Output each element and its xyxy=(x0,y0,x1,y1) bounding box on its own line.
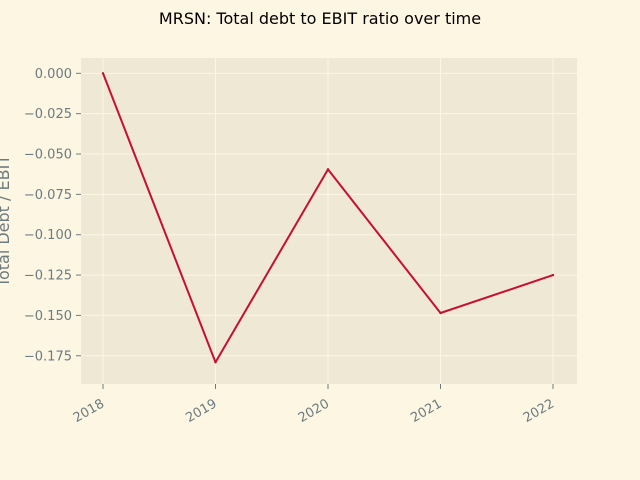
y-tick-label: −0.100 xyxy=(24,228,72,243)
x-tick-label: 2022 xyxy=(521,396,557,426)
x-axis: 2018 2019 2020 2021 2022 xyxy=(71,384,557,426)
chart-title: MRSN: Total debt to EBIT ratio over time xyxy=(159,9,481,28)
y-tick-label: −0.050 xyxy=(24,148,72,163)
plot-area xyxy=(81,58,577,384)
y-tick-label: −0.075 xyxy=(24,188,72,203)
series-group xyxy=(101,72,555,364)
x-tick-label: 2021 xyxy=(408,396,444,426)
grid xyxy=(81,58,577,384)
y-axis-label: Total Debt / EBIT xyxy=(0,155,13,288)
y-tick-label: −0.150 xyxy=(24,309,72,324)
y-tick-label: −0.175 xyxy=(24,349,72,364)
data-point xyxy=(214,361,217,364)
data-point xyxy=(326,168,330,171)
data-point xyxy=(439,311,442,315)
y-tick-label: 0.000 xyxy=(35,67,72,82)
y-tick-label: −0.025 xyxy=(24,107,72,122)
x-tick-label: 2018 xyxy=(71,396,107,426)
y-tick-label: −0.125 xyxy=(24,269,72,284)
x-tick-label: 2019 xyxy=(183,396,219,426)
x-tick-label: 2020 xyxy=(296,396,332,426)
y-axis: 0.000 −0.025 −0.050 −0.075 −0.100 −0.125 −0.15… xyxy=(24,67,81,364)
data-point xyxy=(551,273,555,277)
data-point xyxy=(101,72,105,75)
